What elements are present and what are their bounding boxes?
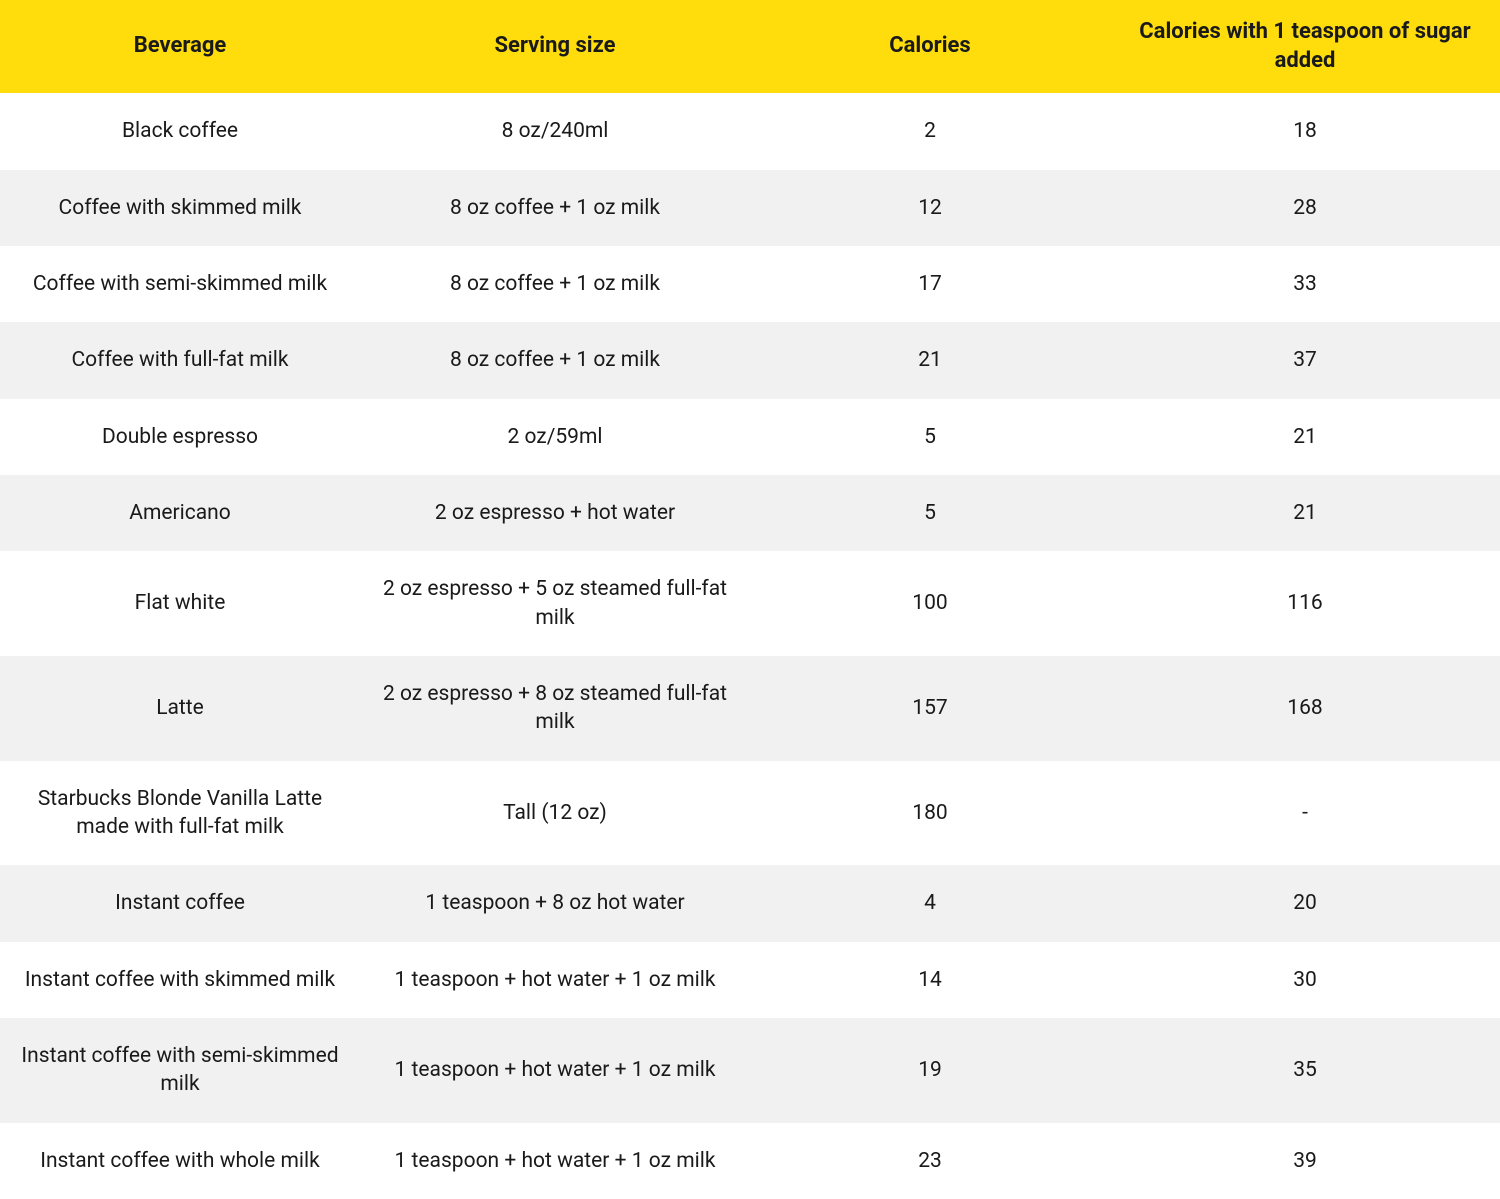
cell-calories-with-sugar: 168 — [1110, 656, 1500, 761]
header-serving-size: Serving size — [360, 0, 750, 93]
calories-table-container: Beverage Serving size Calories Calories … — [0, 0, 1500, 1199]
cell-beverage: Instant coffee with skimmed milk — [0, 942, 360, 1018]
cell-beverage: Instant coffee with semi-skimmed milk — [0, 1018, 360, 1123]
cell-calories-with-sugar: 37 — [1110, 322, 1500, 398]
cell-serving-size: 1 teaspoon + 8 oz hot water — [360, 865, 750, 941]
cell-beverage: Coffee with semi-skimmed milk — [0, 246, 360, 322]
cell-serving-size: Tall (12 oz) — [360, 761, 750, 866]
table-row: Starbucks Blonde Vanilla Latte made with… — [0, 761, 1500, 866]
cell-serving-size: 8 oz/240ml — [360, 93, 750, 169]
calories-table: Beverage Serving size Calories Calories … — [0, 0, 1500, 1199]
cell-calories-with-sugar: 20 — [1110, 865, 1500, 941]
header-calories: Calories — [750, 0, 1110, 93]
cell-beverage: Coffee with skimmed milk — [0, 170, 360, 246]
cell-beverage: Starbucks Blonde Vanilla Latte made with… — [0, 761, 360, 866]
cell-beverage: Black coffee — [0, 93, 360, 169]
table-header-row: Beverage Serving size Calories Calories … — [0, 0, 1500, 93]
cell-calories: 12 — [750, 170, 1110, 246]
table-row: Instant coffee 1 teaspoon + 8 oz hot wat… — [0, 865, 1500, 941]
cell-serving-size: 8 oz coffee + 1 oz milk — [360, 246, 750, 322]
cell-calories: 100 — [750, 551, 1110, 656]
cell-calories-with-sugar: 21 — [1110, 399, 1500, 475]
cell-beverage: Flat white — [0, 551, 360, 656]
cell-calories-with-sugar: 18 — [1110, 93, 1500, 169]
cell-calories: 5 — [750, 475, 1110, 551]
cell-calories: 23 — [750, 1123, 1110, 1199]
cell-calories-with-sugar: 21 — [1110, 475, 1500, 551]
cell-calories: 5 — [750, 399, 1110, 475]
table-body: Black coffee 8 oz/240ml 2 18 Coffee with… — [0, 93, 1500, 1199]
cell-serving-size: 2 oz espresso + hot water — [360, 475, 750, 551]
cell-serving-size: 1 teaspoon + hot water + 1 oz milk — [360, 942, 750, 1018]
cell-calories: 4 — [750, 865, 1110, 941]
cell-beverage: Latte — [0, 656, 360, 761]
table-row: Double espresso 2 oz/59ml 5 21 — [0, 399, 1500, 475]
table-row: Americano 2 oz espresso + hot water 5 21 — [0, 475, 1500, 551]
cell-beverage: Double espresso — [0, 399, 360, 475]
cell-calories: 180 — [750, 761, 1110, 866]
table-row: Coffee with skimmed milk 8 oz coffee + 1… — [0, 170, 1500, 246]
cell-beverage: Instant coffee with whole milk — [0, 1123, 360, 1199]
cell-beverage: Americano — [0, 475, 360, 551]
table-row: Instant coffee with whole milk 1 teaspoo… — [0, 1123, 1500, 1199]
table-row: Black coffee 8 oz/240ml 2 18 — [0, 93, 1500, 169]
cell-beverage: Instant coffee — [0, 865, 360, 941]
cell-calories-with-sugar: 30 — [1110, 942, 1500, 1018]
cell-serving-size: 2 oz espresso + 8 oz steamed full-fat mi… — [360, 656, 750, 761]
cell-serving-size: 8 oz coffee + 1 oz milk — [360, 170, 750, 246]
header-calories-with-sugar: Calories with 1 teaspoon of sugar added — [1110, 0, 1500, 93]
table-row: Latte 2 oz espresso + 8 oz steamed full-… — [0, 656, 1500, 761]
table-row: Coffee with full-fat milk 8 oz coffee + … — [0, 322, 1500, 398]
cell-calories-with-sugar: 33 — [1110, 246, 1500, 322]
cell-serving-size: 2 oz/59ml — [360, 399, 750, 475]
table-row: Instant coffee with semi-skimmed milk 1 … — [0, 1018, 1500, 1123]
cell-serving-size: 1 teaspoon + hot water + 1 oz milk — [360, 1123, 750, 1199]
cell-serving-size: 8 oz coffee + 1 oz milk — [360, 322, 750, 398]
cell-calories-with-sugar: 35 — [1110, 1018, 1500, 1123]
table-row: Flat white 2 oz espresso + 5 oz steamed … — [0, 551, 1500, 656]
cell-beverage: Coffee with full-fat milk — [0, 322, 360, 398]
cell-calories: 157 — [750, 656, 1110, 761]
cell-calories: 19 — [750, 1018, 1110, 1123]
table-row: Instant coffee with skimmed milk 1 teasp… — [0, 942, 1500, 1018]
cell-calories: 2 — [750, 93, 1110, 169]
cell-calories: 17 — [750, 246, 1110, 322]
cell-calories: 21 — [750, 322, 1110, 398]
cell-calories-with-sugar: 28 — [1110, 170, 1500, 246]
cell-calories-with-sugar: - — [1110, 761, 1500, 866]
cell-calories-with-sugar: 116 — [1110, 551, 1500, 656]
cell-serving-size: 2 oz espresso + 5 oz steamed full-fat mi… — [360, 551, 750, 656]
cell-calories-with-sugar: 39 — [1110, 1123, 1500, 1199]
header-beverage: Beverage — [0, 0, 360, 93]
cell-serving-size: 1 teaspoon + hot water + 1 oz milk — [360, 1018, 750, 1123]
table-row: Coffee with semi-skimmed milk 8 oz coffe… — [0, 246, 1500, 322]
cell-calories: 14 — [750, 942, 1110, 1018]
